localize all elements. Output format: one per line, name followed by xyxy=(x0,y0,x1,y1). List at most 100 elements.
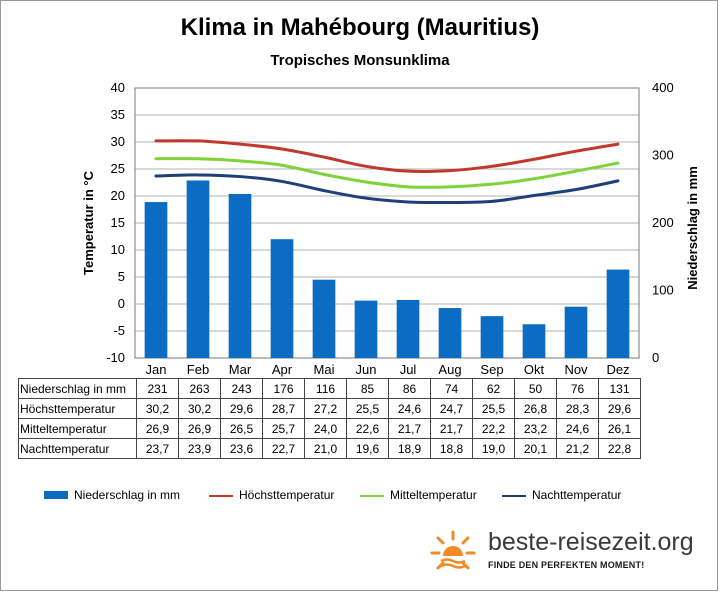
table-cell: 26,1 xyxy=(598,418,641,439)
table-cell: 21,7 xyxy=(388,418,431,439)
legend-swatch-bar xyxy=(44,491,68,499)
table-cell: 231 xyxy=(136,378,179,399)
legend-swatch-line xyxy=(360,495,384,497)
table-row-hoechst: Höchsttemperatur 30,2 30,2 29,6 28,7 27,2 25,5… xyxy=(18,398,641,419)
line-mitteltemperatur xyxy=(154,157,620,189)
bar-niederschlag xyxy=(480,316,504,358)
y-right-tick-label: 300 xyxy=(652,148,674,163)
table-cell: 23,6 xyxy=(220,438,263,459)
table-cell: 86 xyxy=(388,378,431,399)
table-cell: 24,7 xyxy=(430,398,473,419)
y-left-tick-label: 10 xyxy=(111,242,125,257)
table-cell: 23,7 xyxy=(136,438,179,459)
table-cell: 27,2 xyxy=(304,398,347,419)
chart-plot: 40 35 30 25 20 15 10 5 0 -5 -10 400 300 200 100 0 Jan Feb… xyxy=(81,80,700,377)
y-left-tick-label: 40 xyxy=(111,80,125,95)
y-right-tick-label: 200 xyxy=(652,215,674,230)
x-tick-label: Mar xyxy=(229,362,252,377)
table-cell: 176 xyxy=(262,378,305,399)
bar-niederschlag xyxy=(438,308,462,358)
table-cell: 22,6 xyxy=(346,418,389,439)
table-cell: 74 xyxy=(430,378,473,399)
legend-swatch-line xyxy=(502,495,526,497)
table-row-niederschlag: Niederschlag in mm 231 263 243 176 116 85 86 74 6… xyxy=(18,378,641,399)
line-hoechsttemperatur xyxy=(154,139,620,174)
table-cell: 28,3 xyxy=(556,398,599,419)
table-cell: 26,9 xyxy=(136,418,179,439)
table-cell: 19,0 xyxy=(472,438,515,459)
x-tick-label: Nov xyxy=(564,362,588,377)
table-cell: 26,5 xyxy=(220,418,263,439)
data-table: Niederschlag in mm 231 263 243 176 116 85 86 74 6… xyxy=(18,378,641,459)
legend-label: Nachttemperatur xyxy=(532,488,622,502)
bar-niederschlag xyxy=(312,279,336,358)
bar-niederschlag xyxy=(144,202,168,358)
table-cell: 25,5 xyxy=(346,398,389,419)
y-left-axis-label: Temperatur in °C xyxy=(81,170,96,275)
table-row-label: Nachttemperatur xyxy=(18,438,137,459)
logo-slogan: FINDE DEN PERFEKTEN MOMENT! xyxy=(488,560,645,570)
legend-label: Mitteltemperatur xyxy=(390,488,477,502)
table-cell: 18,8 xyxy=(430,438,473,459)
table-cell: 23,9 xyxy=(178,438,221,459)
table-cell: 243 xyxy=(220,378,263,399)
table-cell: 21,2 xyxy=(556,438,599,459)
table-cell: 28,7 xyxy=(262,398,305,419)
y-left-tick-label: 20 xyxy=(111,188,125,203)
table-cell: 131 xyxy=(598,378,641,399)
table-cell: 20,1 xyxy=(514,438,557,459)
bar-niederschlag xyxy=(606,269,630,358)
y-right-axis-label: Niederschlag in mm xyxy=(685,166,700,290)
table-cell: 22,2 xyxy=(472,418,515,439)
table-cell: 23,2 xyxy=(514,418,557,439)
logo-text: beste-reisezeit.org xyxy=(488,528,694,556)
table-cell: 24,6 xyxy=(556,418,599,439)
y-left-tick-label: 0 xyxy=(118,296,125,311)
table-cell: 263 xyxy=(178,378,221,399)
x-tick-label: Jan xyxy=(146,362,167,377)
x-tick-label: Sep xyxy=(480,362,503,377)
bar-niederschlag xyxy=(354,300,378,358)
x-tick-label: Dez xyxy=(606,362,629,377)
table-cell: 76 xyxy=(556,378,599,399)
table-cell: 26,9 xyxy=(178,418,221,439)
table-cell: 25,7 xyxy=(262,418,305,439)
plot-border xyxy=(134,87,640,359)
line-nachttemperatur xyxy=(154,173,620,205)
table-row-label: Höchsttemperatur xyxy=(18,398,137,419)
y-left-tick-label: -5 xyxy=(113,323,125,338)
legend-label: Höchsttemperatur xyxy=(239,488,335,502)
table-cell: 19,6 xyxy=(346,438,389,459)
y-right-tick-label: 400 xyxy=(652,80,674,95)
bar-niederschlag xyxy=(228,193,252,358)
bar-niederschlag xyxy=(396,299,420,358)
chart-title: Klima in Mahébourg (Mauritius) xyxy=(180,14,540,41)
x-tick-label: Jul xyxy=(400,362,417,377)
table-cell: 29,6 xyxy=(220,398,263,419)
table-cell: 24,6 xyxy=(388,398,431,419)
y-left-tick-label: 15 xyxy=(111,215,125,230)
y-left-tick-label: 25 xyxy=(111,161,125,176)
table-cell: 50 xyxy=(514,378,557,399)
table-cell: 25,5 xyxy=(472,398,515,419)
x-tick-label: Feb xyxy=(187,362,209,377)
table-cell: 22,8 xyxy=(598,438,641,459)
table-row-label: Niederschlag in mm xyxy=(18,378,137,399)
y-right-tick-label: 0 xyxy=(652,350,659,365)
table-cell: 30,2 xyxy=(136,398,179,419)
table-cell: 62 xyxy=(472,378,515,399)
legend-label: Niederschlag in mm xyxy=(74,488,181,502)
table-cell: 24,0 xyxy=(304,418,347,439)
chart-subtitle: Tropisches Monsunklima xyxy=(270,52,450,69)
table-cell: 29,6 xyxy=(598,398,641,419)
table-cell: 116 xyxy=(304,378,347,399)
legend-swatch-line xyxy=(209,495,233,497)
sun-icon xyxy=(430,530,476,570)
table-cell: 21,0 xyxy=(304,438,347,459)
table-row-nacht: Nachttemperatur 23,7 23,9 23,6 22,7 21,0 19,6 1… xyxy=(18,438,641,459)
table-cell: 21,7 xyxy=(430,418,473,439)
x-tick-label: Aug xyxy=(438,362,461,377)
table-cell: 22,7 xyxy=(262,438,305,459)
x-tick-label: Mai xyxy=(314,362,335,377)
table-cell: 85 xyxy=(346,378,389,399)
